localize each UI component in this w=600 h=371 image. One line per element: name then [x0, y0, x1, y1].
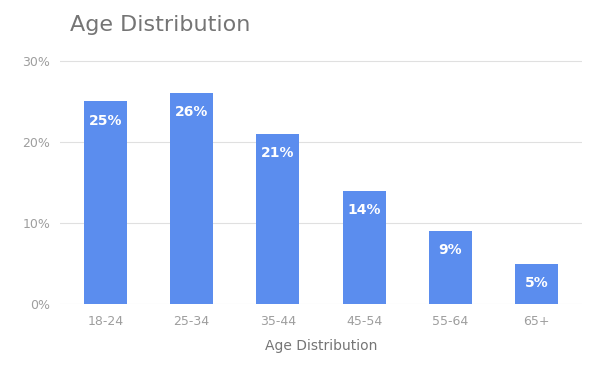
Bar	[256, 134, 299, 304]
Bar	[515, 264, 558, 304]
Text: 9%: 9%	[439, 243, 462, 257]
Text: 21%: 21%	[261, 146, 295, 160]
Bar	[170, 93, 213, 304]
Text: 26%: 26%	[175, 105, 208, 119]
Bar	[429, 231, 472, 304]
Text: 14%: 14%	[347, 203, 381, 217]
Text: 25%: 25%	[89, 114, 122, 128]
Text: 5%: 5%	[525, 276, 548, 290]
Bar	[84, 101, 127, 304]
Text: Age Distribution: Age Distribution	[70, 14, 251, 35]
X-axis label: Age Distribution: Age Distribution	[265, 339, 377, 353]
Bar	[343, 191, 386, 304]
